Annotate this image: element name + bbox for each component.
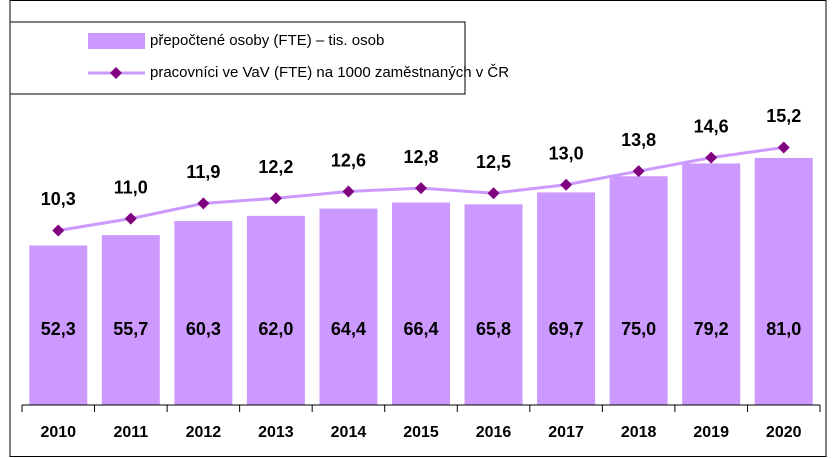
- x-tick-label: 2010: [40, 424, 76, 441]
- bar-label: 64,4: [331, 319, 366, 339]
- marker: [269, 192, 282, 205]
- point-label: 13,8: [621, 130, 656, 150]
- x-tick-label: 2012: [186, 424, 222, 441]
- marker: [777, 141, 790, 154]
- bar-label: 62,0: [258, 319, 293, 339]
- bar: [29, 245, 88, 405]
- point-label: 11,9: [186, 162, 220, 182]
- x-tick-label: 2013: [258, 424, 294, 441]
- marker: [124, 212, 137, 225]
- x-tick-label: 2016: [476, 424, 512, 441]
- marker: [342, 185, 355, 198]
- x-tick-label: 2019: [693, 424, 729, 441]
- legend-swatch: [88, 33, 145, 49]
- x-tick-label: 2011: [113, 424, 148, 441]
- point-label: 10,3: [41, 189, 76, 209]
- bar-label: 79,2: [694, 319, 729, 339]
- bar-label: 81,0: [766, 319, 801, 339]
- marker: [415, 182, 427, 195]
- marker: [705, 151, 718, 164]
- legend-label: přepočtené osoby (FTE) – tis. osob: [150, 32, 384, 49]
- x-tick-label: 2017: [548, 424, 584, 441]
- point-label: 12,8: [403, 147, 438, 167]
- bar: [464, 204, 523, 405]
- marker: [52, 224, 65, 237]
- marker: [487, 187, 500, 200]
- point-label: 13,0: [549, 143, 584, 163]
- chart-border: [9, 0, 827, 457]
- bar-label: 66,4: [403, 319, 438, 339]
- bar: [101, 235, 160, 405]
- bar-label: 52,3: [41, 319, 76, 339]
- bar-label: 69,7: [549, 319, 584, 339]
- bar-label: 65,8: [476, 319, 511, 339]
- bar: [609, 176, 668, 405]
- bar: [392, 202, 450, 405]
- bar-label: 75,0: [621, 319, 656, 339]
- point-label: 15,2: [766, 106, 801, 126]
- bar: [174, 221, 233, 405]
- marker: [560, 178, 573, 191]
- bar: [319, 208, 378, 405]
- legend-box: [9, 21, 466, 95]
- marker: [632, 165, 645, 178]
- bar-label: 60,3: [186, 319, 221, 339]
- point-label: 11,0: [114, 177, 148, 197]
- x-tick-label: 2020: [766, 424, 802, 441]
- marker: [197, 197, 210, 210]
- legend-marker: [110, 67, 122, 79]
- point-label: 12,6: [331, 150, 366, 170]
- x-tick-label: 2014: [331, 424, 367, 441]
- bar: [537, 192, 596, 405]
- x-tick-label: 2015: [403, 424, 439, 441]
- point-label: 14,6: [694, 116, 729, 136]
- bar: [682, 163, 741, 405]
- point-label: 12,5: [476, 152, 511, 172]
- bar: [754, 157, 813, 405]
- legend-label: pracovníci ve VaV (FTE) na 1000 zaměstna…: [150, 64, 509, 81]
- bar: [246, 215, 305, 405]
- point-label: 12,2: [258, 157, 293, 177]
- x-tick-label: 2018: [621, 424, 657, 441]
- bar-label: 55,7: [113, 319, 148, 339]
